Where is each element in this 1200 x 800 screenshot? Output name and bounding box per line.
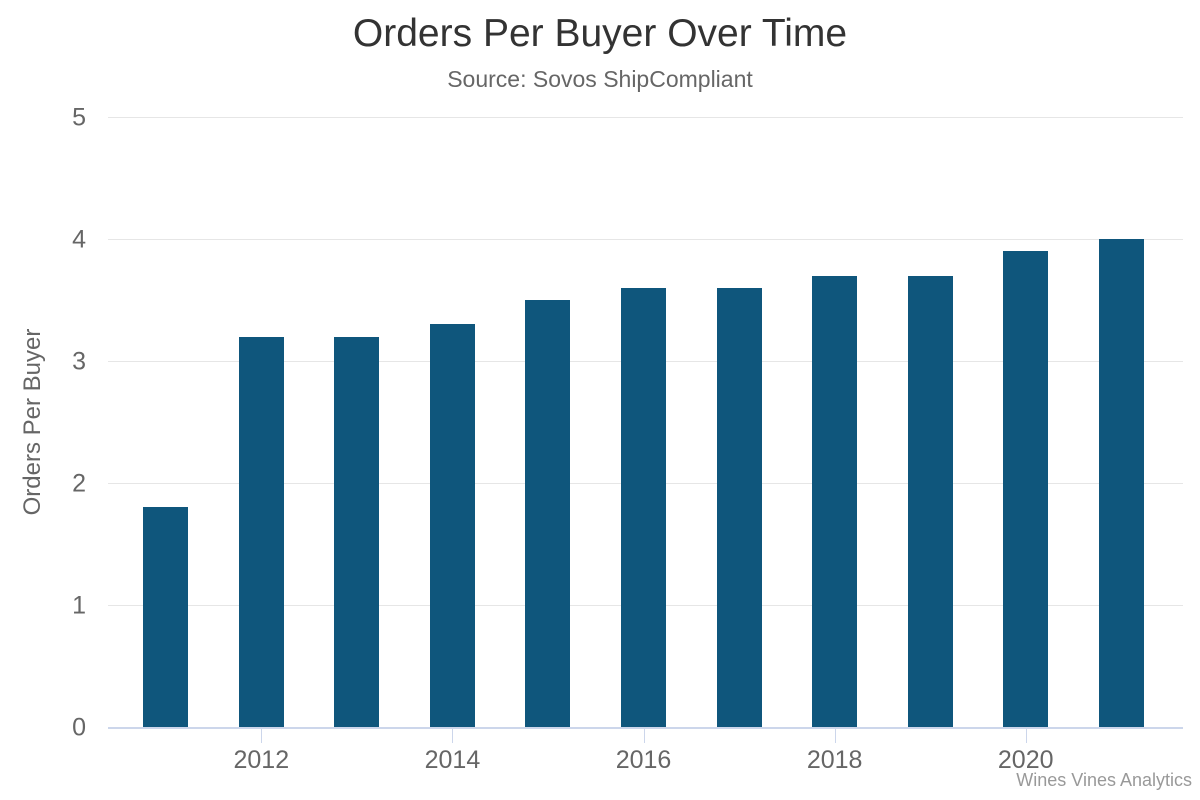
x-axis-label-2012: 2012	[233, 746, 290, 774]
gridline-5	[108, 117, 1183, 118]
x-axis-label-2014: 2014	[424, 746, 481, 774]
x-axis-tick-2020	[1025, 727, 1027, 743]
bar-2011[interactable]	[143, 507, 189, 727]
bar-2014[interactable]	[429, 324, 475, 727]
bar-2021[interactable]	[1098, 239, 1144, 727]
bar-2016[interactable]	[621, 287, 667, 727]
x-axis-label-2016: 2016	[615, 746, 672, 774]
y-axis-label-0: 0	[72, 713, 86, 742]
y-axis-label-5: 5	[72, 103, 86, 132]
y-axis-label-4: 4	[72, 225, 86, 254]
bar-2017[interactable]	[716, 287, 762, 727]
x-axis-tick-2016	[643, 727, 645, 743]
x-axis-label-2020: 2020	[997, 746, 1054, 774]
x-axis-tick-2012	[261, 727, 263, 743]
chart-subtitle: Source: Sovos ShipCompliant	[447, 66, 753, 92]
chart-title: Orders Per Buyer Over Time	[352, 12, 848, 55]
bar-2019[interactable]	[907, 275, 953, 727]
bar-2020[interactable]	[1003, 251, 1049, 727]
x-axis-tick-2018	[834, 727, 836, 743]
y-axis-label-3: 3	[72, 347, 86, 376]
x-axis-label-2018: 2018	[806, 746, 863, 774]
bar-2013[interactable]	[334, 336, 380, 727]
bar-2018[interactable]	[812, 275, 858, 727]
bar-2012[interactable]	[238, 336, 284, 727]
credits-label: Wines Vines Analytics	[1016, 770, 1192, 790]
x-axis-tick-2014	[452, 727, 454, 743]
bar-2015[interactable]	[525, 300, 571, 727]
y-axis-label-1: 1	[72, 591, 86, 620]
y-axis-label-2: 2	[72, 469, 86, 498]
gridline-4	[108, 239, 1183, 240]
x-axis-line	[108, 727, 1183, 729]
